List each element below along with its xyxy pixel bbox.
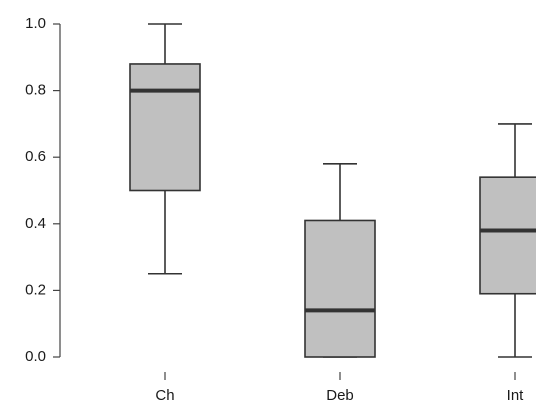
box-deb — [304, 163, 376, 358]
y-tick-label: 0.6 — [25, 148, 46, 165]
x-tick-label: Deb — [326, 387, 354, 404]
x-tick-label: Ch — [155, 387, 174, 404]
y-tick-label: 0.8 — [25, 82, 46, 99]
y-tick-label: 1.0 — [25, 15, 46, 32]
y-tick-label: 0.0 — [25, 348, 46, 365]
iqr-box — [129, 63, 201, 192]
iqr-box — [304, 219, 376, 358]
box-ch — [129, 23, 201, 275]
x-tick-label: Int — [507, 387, 525, 404]
iqr-box — [479, 176, 536, 295]
box-int — [479, 123, 536, 358]
x-axis: Ch Deb Int — [155, 372, 524, 404]
y-tick-label: 0.2 — [25, 281, 46, 298]
plot-area — [129, 23, 536, 358]
y-axis: 0.0 0.2 0.4 0.6 0.8 1.0 — [25, 15, 61, 365]
y-tick-label: 0.4 — [25, 215, 46, 232]
